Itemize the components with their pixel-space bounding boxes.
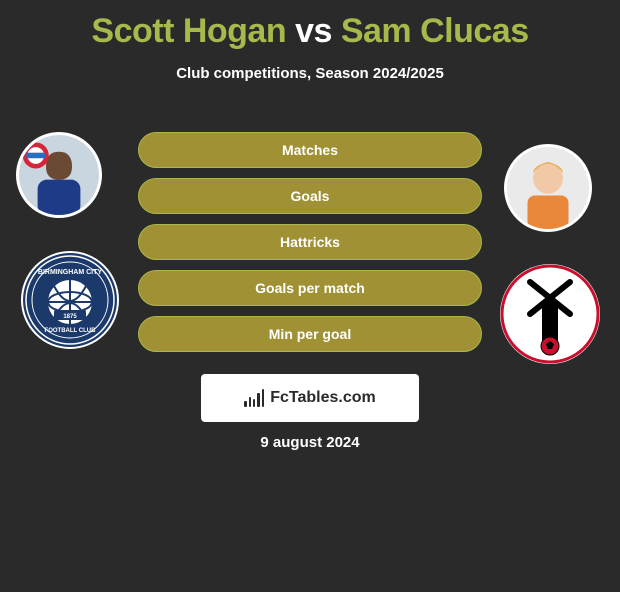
- club1-crest-icon: BIRMINGHAM CITY FOOTBALL CLUB 1875: [20, 250, 120, 350]
- svg-text:BIRMINGHAM CITY: BIRMINGHAM CITY: [38, 269, 102, 276]
- player2-name: Sam Clucas: [341, 12, 529, 50]
- club1-crest: BIRMINGHAM CITY FOOTBALL CLUB 1875: [20, 250, 120, 350]
- stats-list: Matches Goals Hattricks Goals per match …: [138, 132, 482, 362]
- date-text: 9 august 2024: [260, 434, 359, 451]
- player1-avatar: [16, 132, 102, 218]
- vs-text: vs: [295, 12, 332, 50]
- stat-bar-gpm: Goals per match: [138, 270, 482, 306]
- stat-bar-matches: Matches: [138, 132, 482, 168]
- club2-crest-icon: [500, 264, 600, 364]
- stat-label: Goals: [291, 188, 330, 204]
- stat-label: Goals per match: [255, 280, 365, 296]
- comparison-title: Scott Hogan vs Sam Clucas: [0, 12, 620, 51]
- stat-label: Min per goal: [269, 326, 351, 342]
- brand-chart-icon: [244, 389, 264, 407]
- stat-bar-goals: Goals: [138, 178, 482, 214]
- player2-avatar: [504, 144, 592, 232]
- stat-label: Matches: [282, 142, 338, 158]
- svg-text:1875: 1875: [63, 314, 77, 320]
- brand-text: FcTables.com: [270, 389, 376, 407]
- player1-name: Scott Hogan: [91, 12, 286, 50]
- player1-avatar-placeholder-icon: [19, 135, 99, 215]
- stat-bar-mpg: Min per goal: [138, 316, 482, 352]
- brand-box[interactable]: FcTables.com: [201, 374, 419, 422]
- subtitle: Club competitions, Season 2024/2025: [0, 65, 620, 82]
- stat-bar-hattricks: Hattricks: [138, 224, 482, 260]
- player2-avatar-placeholder-icon: [507, 147, 589, 229]
- club2-crest: [500, 264, 600, 364]
- stat-label: Hattricks: [280, 234, 340, 250]
- svg-text:FOOTBALL CLUB: FOOTBALL CLUB: [45, 328, 97, 334]
